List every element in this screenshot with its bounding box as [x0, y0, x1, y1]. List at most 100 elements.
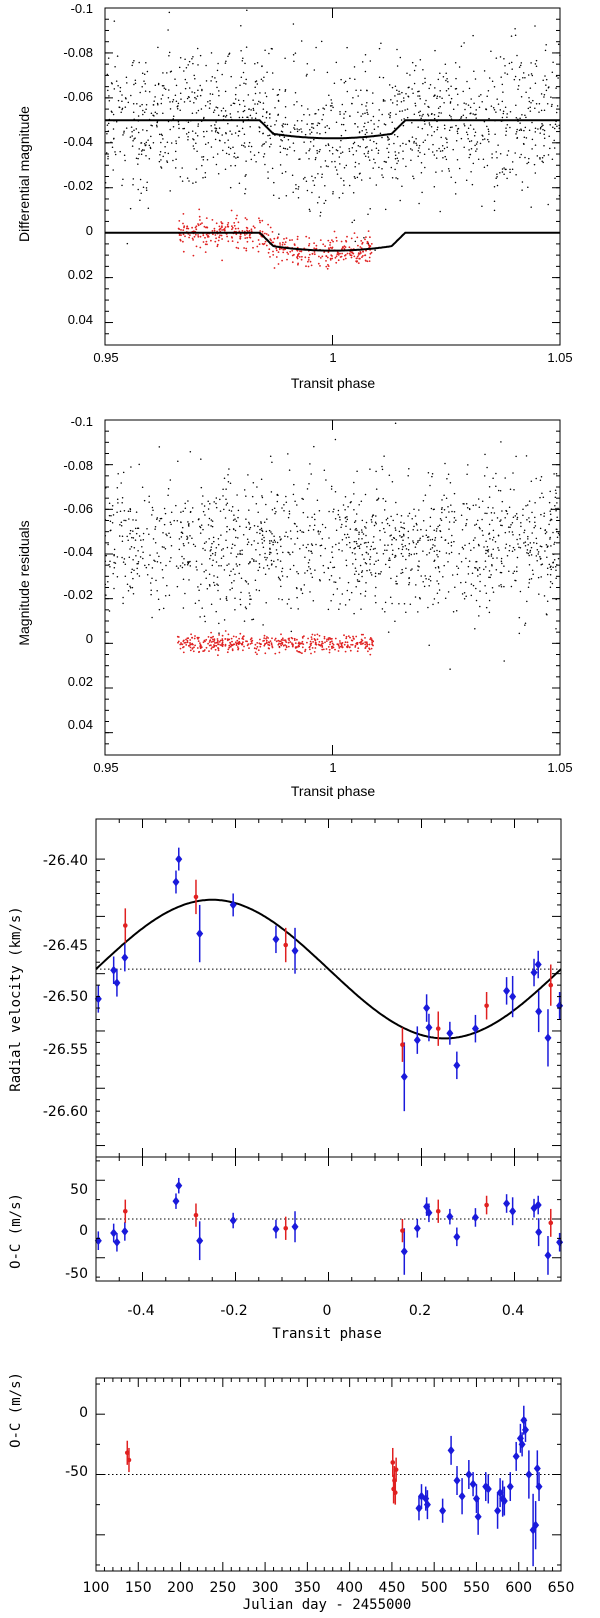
data-point [460, 137, 463, 140]
data-point [521, 113, 523, 116]
data-point [372, 548, 375, 550]
data-point [248, 234, 251, 237]
data-point [281, 575, 284, 577]
data-point [263, 540, 266, 542]
data-point [187, 637, 190, 640]
data-point [107, 122, 110, 125]
data-point [495, 111, 497, 113]
data-point [105, 594, 107, 596]
data-point [309, 260, 312, 263]
data-point [373, 123, 375, 125]
data-point [160, 159, 162, 161]
data-point [245, 247, 248, 250]
data-point [543, 137, 546, 140]
data-point [174, 94, 177, 97]
data-point [145, 108, 147, 111]
data-point [303, 141, 305, 143]
data-point [253, 540, 255, 542]
data-point [504, 477, 506, 479]
data-point [153, 559, 155, 561]
data-point [227, 122, 229, 125]
data-point [383, 455, 385, 457]
data-point [324, 131, 327, 134]
data-point [511, 521, 514, 524]
data-point [497, 144, 499, 146]
data-point [448, 114, 451, 117]
data-point [234, 641, 237, 644]
data-point [284, 648, 287, 651]
data-point [180, 511, 182, 513]
lightcurve-ytick: -0.06 [63, 89, 93, 104]
data-point [320, 544, 323, 546]
data-point [140, 150, 143, 152]
data-point [114, 65, 116, 68]
data-point [393, 142, 395, 145]
data-point [549, 510, 551, 512]
data-point [466, 518, 468, 521]
data-point [265, 637, 267, 640]
data-point [249, 126, 251, 128]
data-point [364, 647, 367, 649]
data-point [329, 244, 331, 246]
data-point [142, 186, 145, 188]
data-point [135, 554, 137, 557]
rv-point-blue [425, 1208, 433, 1218]
data-point [526, 549, 529, 551]
data-point [220, 644, 223, 646]
data-point [339, 146, 341, 148]
data-point [341, 252, 343, 255]
data-point [229, 643, 232, 645]
data-point [199, 645, 202, 648]
data-point [133, 569, 135, 572]
data-point [113, 88, 116, 90]
data-point [350, 643, 352, 646]
data-point [395, 501, 397, 504]
data-point [198, 215, 201, 218]
oc-point-blue [521, 1425, 529, 1435]
data-point [217, 114, 220, 117]
data-point [204, 105, 207, 107]
oc-point-blue [458, 1491, 466, 1501]
data-point [318, 634, 321, 637]
data-point [204, 143, 207, 145]
data-point [363, 152, 366, 155]
data-point [487, 555, 490, 557]
data-point [247, 563, 250, 565]
data-point [277, 263, 280, 265]
data-point [346, 589, 349, 592]
data-point [519, 156, 521, 159]
data-point [443, 124, 446, 127]
data-point [505, 127, 507, 129]
data-point [212, 536, 215, 539]
data-point [484, 584, 486, 587]
data-point [231, 240, 234, 243]
data-point [393, 537, 396, 539]
data-point [318, 122, 321, 125]
rv-chart: -26.60 -26.55 -26.50 -26.45 -26.40 Radia… [8, 818, 564, 1342]
data-point [319, 215, 321, 217]
data-point [243, 489, 246, 491]
data-point [228, 509, 231, 512]
data-point [312, 145, 315, 147]
data-point [312, 179, 314, 182]
data-point [219, 140, 221, 142]
data-point [397, 160, 400, 162]
data-point [286, 148, 289, 150]
data-point [169, 479, 172, 481]
data-point [313, 251, 316, 253]
data-point [111, 504, 114, 507]
data-point [361, 519, 364, 522]
data-point [267, 171, 269, 173]
data-point [368, 647, 370, 650]
data-point [413, 69, 416, 72]
rv-ytick: -26.55 [43, 1042, 88, 1058]
data-point [284, 644, 286, 646]
data-point [194, 233, 197, 236]
data-point [194, 226, 197, 229]
data-point [364, 54, 367, 56]
data-point [448, 170, 451, 172]
data-point [274, 637, 277, 640]
residuals-points [104, 422, 561, 670]
data-point [486, 164, 489, 167]
data-point [317, 109, 320, 111]
